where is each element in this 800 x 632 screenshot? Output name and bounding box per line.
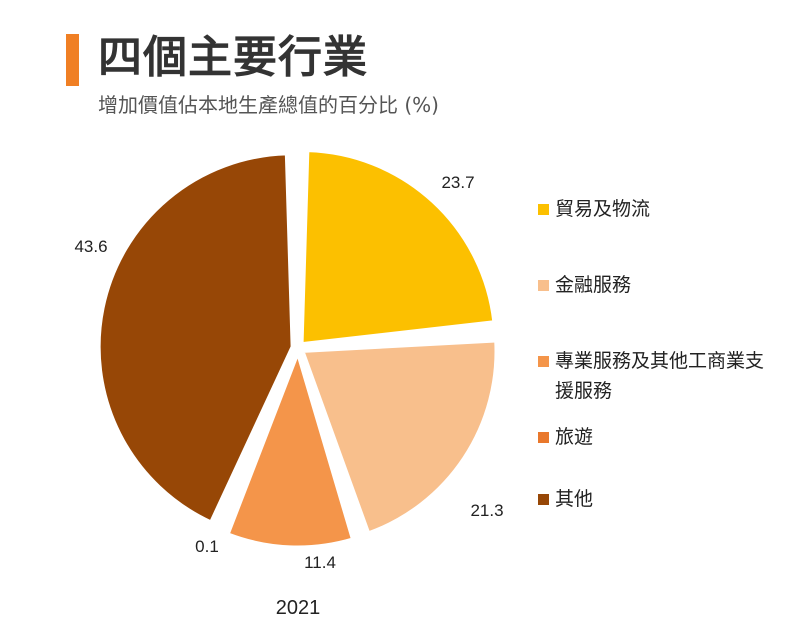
- legend-label: 專業服務及其他工商業支援服務: [555, 350, 765, 402]
- legend-item-1: 貿易及物流: [538, 194, 780, 224]
- legend-item-5: 其他: [538, 484, 780, 514]
- pie-slice-3: [226, 352, 354, 549]
- slice-value-label-5: 43.6: [74, 237, 107, 256]
- chart-caption-year: 2021: [276, 597, 321, 619]
- legend-label: 旅遊: [555, 426, 594, 448]
- legend-swatch: [538, 204, 549, 215]
- legend-swatch: [538, 356, 549, 367]
- page-title: 四個主要行業: [98, 32, 368, 83]
- slice-value-label-2: 21.3: [470, 501, 503, 520]
- legend-label: 金融服務: [555, 274, 632, 296]
- slice-value-label-3: 11.4: [304, 553, 336, 572]
- legend-swatch: [538, 432, 549, 443]
- pie-slice-4: [218, 352, 298, 533]
- legend-item-3: 專業服務及其他工商業支援服務: [538, 346, 780, 406]
- slice-value-label-4: 0.1: [195, 537, 219, 556]
- slice-value-label-1: 23.7: [441, 173, 474, 192]
- title-accent-bar: [66, 34, 79, 86]
- legend-item-2: 金融服務: [538, 270, 780, 300]
- pie-slice-2: [301, 339, 498, 535]
- pie-slice-5: [97, 152, 294, 524]
- legend-item-4: 旅遊: [538, 422, 780, 452]
- legend-swatch: [538, 494, 549, 505]
- pie-slice-1: [300, 149, 496, 346]
- chart-legend: 貿易及物流金融服務專業服務及其他工商業支援服務旅遊其他: [538, 194, 780, 514]
- legend-label: 其他: [555, 488, 594, 510]
- legend-label: 貿易及物流: [555, 198, 651, 220]
- page-subtitle: 增加價值佔本地生產總值的百分比 (%): [98, 93, 439, 117]
- legend-swatch: [538, 280, 549, 291]
